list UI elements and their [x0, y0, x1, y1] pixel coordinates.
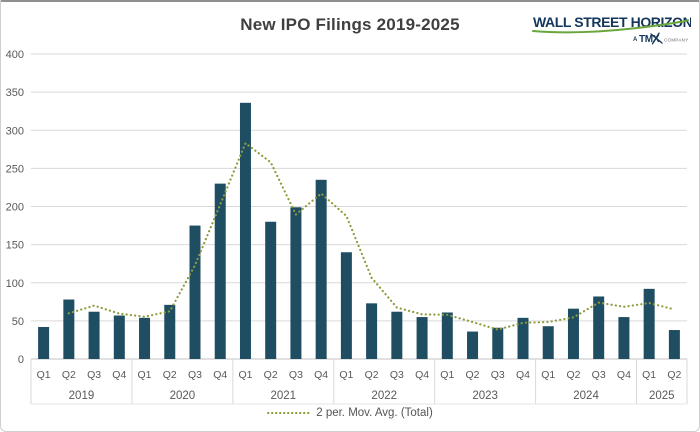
- x-tick-label-quarter: Q2: [264, 369, 278, 381]
- y-tick-label: 200: [6, 202, 24, 214]
- tmx-x-icon: [650, 32, 663, 45]
- bar: [441, 312, 453, 359]
- legend-label: 2 per. Mov. Avg. (Total): [316, 407, 433, 419]
- moving-average-line-swatch: [267, 412, 310, 414]
- y-tick-label: 400: [6, 49, 24, 61]
- bar: [668, 330, 680, 359]
- bar: [239, 102, 251, 360]
- x-tick-label-quarter: Q4: [213, 369, 227, 381]
- x-tick-label-quarter: Q3: [188, 369, 202, 381]
- x-tick-label-quarter: Q1: [541, 369, 555, 381]
- bar: [214, 183, 226, 359]
- y-tick-label: 300: [6, 125, 24, 137]
- chart-legend: 2 per. Mov. Avg. (Total): [267, 407, 433, 419]
- x-tick-label-quarter: Q4: [415, 369, 429, 381]
- bar: [63, 299, 75, 359]
- bar: [38, 326, 50, 359]
- logo-swoosh-icon: [532, 19, 689, 34]
- x-tick-label-quarter: Q2: [62, 369, 76, 381]
- x-tick-label-year: 2019: [69, 390, 95, 402]
- x-tick-label-quarter: Q3: [390, 369, 404, 381]
- x-tick-label-quarter: Q2: [365, 369, 379, 381]
- bar: [467, 331, 479, 359]
- x-tick-label-quarter: Q3: [87, 369, 101, 381]
- x-tick-label-quarter: Q4: [314, 369, 328, 381]
- y-tick-label: 0: [18, 354, 24, 366]
- x-tick-label-quarter: Q3: [289, 369, 303, 381]
- x-tick-label-year: 2024: [573, 390, 599, 402]
- chart-title: New IPO Filings 2019-2025: [240, 15, 460, 34]
- x-tick-label-quarter: Q4: [617, 369, 631, 381]
- x-tick-label-quarter: Q2: [466, 369, 480, 381]
- wall-street-horizon-logo: WALL STREET HORIZON A TMX COMPANY: [532, 14, 691, 45]
- bar: [593, 296, 605, 359]
- y-tick-label: 150: [6, 240, 24, 252]
- bar: [492, 327, 504, 359]
- x-tick-label-year: 2020: [170, 390, 196, 402]
- y-tick-label: 50: [12, 316, 24, 328]
- x-tick-label-quarter: Q2: [667, 369, 681, 381]
- x-tick-label-quarter: Q1: [440, 369, 454, 381]
- bar: [618, 317, 630, 359]
- bar: [517, 317, 529, 359]
- bar: [391, 311, 403, 359]
- x-tick-label-quarter: Q1: [339, 369, 353, 381]
- y-tick-label: 250: [6, 163, 24, 175]
- x-tick-label-year: 2021: [271, 390, 297, 402]
- logo-brand-text: WALL STREET HORIZON: [533, 14, 691, 30]
- bar: [542, 326, 554, 359]
- x-tick-label-quarter: Q2: [163, 369, 177, 381]
- bar: [265, 221, 277, 359]
- x-tick-label-quarter: Q3: [592, 369, 606, 381]
- bar: [340, 252, 352, 359]
- bar: [88, 311, 100, 359]
- moving-average-line: [67, 141, 676, 331]
- x-tick-label-year: 2022: [371, 390, 397, 402]
- bar: [290, 207, 302, 359]
- logo-sub-a: A: [633, 37, 638, 43]
- logo-sub-company: COMPANY: [664, 38, 689, 43]
- x-tick-label-quarter: Q1: [138, 369, 152, 381]
- x-tick-label-quarter: Q3: [491, 369, 505, 381]
- x-tick-label-year: 2025: [649, 390, 675, 402]
- y-tick-label: 350: [6, 87, 24, 99]
- bar: [416, 317, 428, 359]
- x-tick-label-year: 2023: [472, 390, 498, 402]
- x-tick-label-quarter: Q4: [516, 369, 530, 381]
- bar: [113, 315, 125, 359]
- y-tick-label: 100: [6, 278, 24, 290]
- bar: [189, 225, 201, 359]
- x-tick-label-quarter: Q1: [37, 369, 51, 381]
- bar: [567, 308, 579, 359]
- logo-sub-tmx: TMX: [639, 34, 660, 45]
- x-tick-label-quarter: Q1: [642, 369, 656, 381]
- x-tick-label-quarter: Q2: [566, 369, 580, 381]
- bar: [315, 179, 327, 359]
- bar: [164, 304, 176, 359]
- x-tick-label-quarter: Q4: [112, 369, 126, 381]
- bar: [366, 303, 378, 359]
- bar: [139, 317, 151, 359]
- x-tick-label-quarter: Q1: [238, 369, 252, 381]
- bar: [643, 288, 655, 359]
